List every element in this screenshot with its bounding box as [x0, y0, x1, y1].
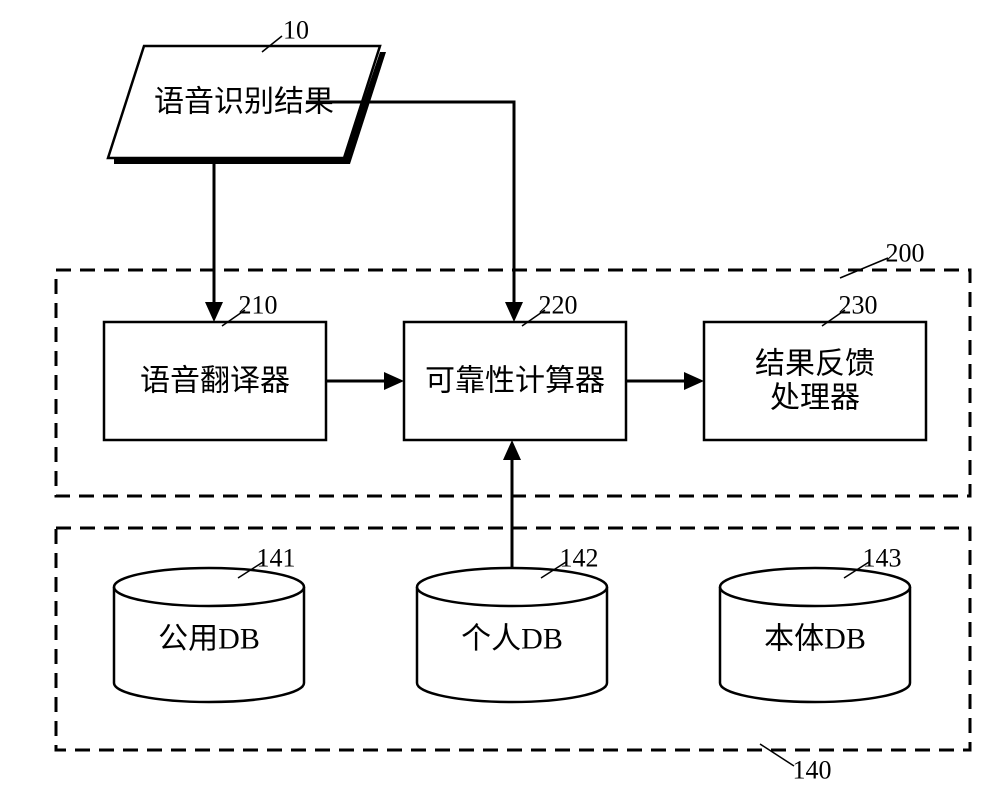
- reference-number: 210: [239, 291, 278, 320]
- leader-line: [760, 744, 794, 766]
- public-db-top: [114, 568, 304, 606]
- label: 公用DB: [158, 623, 260, 656]
- reference-number: 200: [886, 239, 925, 268]
- label: 语音翻译器: [140, 365, 290, 398]
- input-to-reliability-head: [505, 302, 523, 322]
- label: 处理器: [770, 382, 860, 415]
- reference-number: 142: [560, 544, 599, 573]
- input-to-translator-head: [205, 302, 223, 322]
- personal-db-top: [417, 568, 607, 606]
- ontology-db-top: [720, 568, 910, 606]
- reference-number: 10: [283, 16, 309, 45]
- label: 可靠性计算器: [425, 365, 605, 398]
- translator-to-reliability-head: [384, 372, 404, 390]
- personaldb-to-reliability-head: [503, 440, 521, 460]
- label: 个人DB: [461, 623, 563, 656]
- reference-number: 143: [863, 544, 902, 573]
- label: 结果反馈: [755, 348, 875, 381]
- reliability-to-feedback-head: [684, 372, 704, 390]
- leader-line: [840, 258, 888, 278]
- label: 本体DB: [764, 623, 866, 656]
- reference-number: 141: [257, 544, 296, 573]
- reference-number: 220: [539, 291, 578, 320]
- reference-number: 230: [839, 291, 878, 320]
- reference-number: 140: [793, 756, 832, 785]
